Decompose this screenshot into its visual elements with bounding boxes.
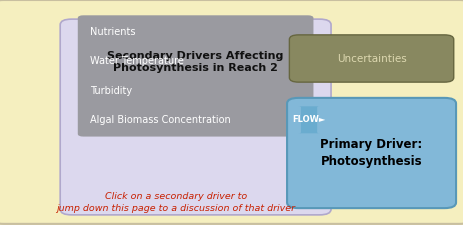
Text: FLOW►: FLOW► — [292, 115, 326, 124]
FancyBboxPatch shape — [78, 45, 313, 78]
FancyBboxPatch shape — [78, 15, 313, 49]
Text: Water Temperature: Water Temperature — [90, 56, 184, 66]
Text: Primary Driver:
Photosynthesis: Primary Driver: Photosynthesis — [320, 138, 423, 168]
Text: Uncertainties: Uncertainties — [337, 54, 407, 63]
FancyBboxPatch shape — [60, 19, 331, 215]
FancyBboxPatch shape — [78, 74, 313, 107]
Text: Secondary Drivers Affecting
Photosynthesis in Reach 2: Secondary Drivers Affecting Photosynthes… — [107, 51, 284, 73]
Text: Nutrients: Nutrients — [90, 27, 136, 37]
FancyBboxPatch shape — [299, 106, 319, 133]
Text: Algal Biomass Concentration: Algal Biomass Concentration — [90, 115, 231, 125]
FancyBboxPatch shape — [78, 103, 313, 137]
Text: Turbidity: Turbidity — [90, 86, 132, 96]
Text: Click on a secondary driver to
jump down this page to a discussion of that drive: Click on a secondary driver to jump down… — [56, 192, 295, 213]
FancyBboxPatch shape — [289, 35, 454, 82]
FancyBboxPatch shape — [287, 98, 456, 208]
